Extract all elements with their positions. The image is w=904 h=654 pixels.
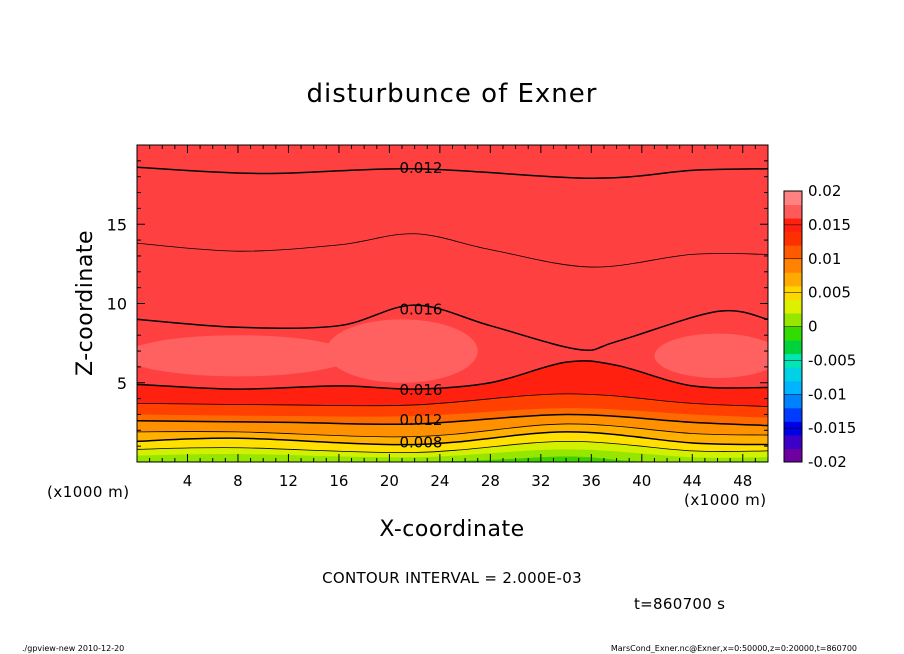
- colorbar-swatch-5: [784, 380, 802, 395]
- colorbar-swatch-3: [784, 407, 802, 422]
- contour-line-7: [137, 431, 768, 446]
- contour-line-1: [137, 233, 768, 268]
- x-axis-label: X-coordinate: [379, 517, 524, 542]
- y-axis-ticks: 5 10 15: [107, 144, 768, 463]
- x-tick-label-16: 16: [329, 472, 348, 490]
- contour-line-3: [137, 360, 768, 390]
- footer-left: ./gpview-new 2010-12-20: [22, 644, 124, 653]
- colorbar: [784, 191, 802, 463]
- x-tick-label-48: 48: [733, 472, 752, 490]
- colorbar-swatch-18: [784, 204, 802, 219]
- fill-band-lower-7: [137, 449, 768, 462]
- colorbar-swatch-4: [784, 394, 802, 409]
- colorbar-swatch-14: [784, 258, 802, 273]
- contour-line-5: [137, 413, 768, 427]
- colorbar-swatch-13: [784, 272, 802, 287]
- colorbar-tick-label-3: -0.005: [808, 351, 856, 369]
- fill-core-blob-1: [326, 319, 478, 383]
- colorbar-tick-label-4: 0: [808, 318, 818, 336]
- colorbar-swatch-1: [784, 434, 802, 449]
- colorbar-swatch-0: [784, 448, 802, 463]
- fill-core-blob-2: [654, 333, 768, 378]
- colorbar-tick-label-5: 0.005: [808, 284, 851, 302]
- x-tick-label-8: 8: [233, 472, 243, 490]
- colorbar-swatch-6: [784, 367, 802, 382]
- x-tick-label-20: 20: [380, 472, 399, 490]
- contour-label-3: 0.012: [399, 411, 442, 429]
- colorbar-tick-label-1: -0.015: [808, 419, 856, 437]
- colorbar-swatch-10: [784, 312, 802, 327]
- contour-line-6: [137, 423, 768, 438]
- y-unit-label: (x1000 m): [47, 483, 130, 501]
- colorbar-swatch-8: [784, 340, 802, 355]
- x-tick-label-44: 44: [683, 472, 702, 490]
- x-tick-label-36: 36: [582, 472, 601, 490]
- contour-line-0: [137, 166, 768, 180]
- colorbar-swatch-9: [784, 326, 802, 341]
- contour-line-4: [137, 393, 768, 407]
- contour-label-4: 0.008: [399, 433, 442, 451]
- fill-band-upper-5: [137, 145, 768, 351]
- y-axis-label: Z-coordinate: [73, 230, 98, 376]
- y-tick-label-10: 10: [107, 295, 127, 314]
- colorbar-ticks: -0.02 -0.015 -0.01 -0.005 0 0.005 0.01 0.015 0.0…: [784, 182, 856, 471]
- colorbar-tick-label-2: -0.01: [808, 385, 847, 403]
- x-tick-label-24: 24: [430, 472, 449, 490]
- colorbar-swatch-19: [784, 191, 802, 206]
- contour-label-1: 0.016: [399, 300, 442, 318]
- contour-lines: [137, 166, 768, 454]
- contour-label-2: 0.016: [399, 381, 442, 399]
- x-unit-label: (x1000 m): [684, 491, 767, 509]
- colorbar-tick-label-7: 0.015: [808, 216, 851, 234]
- colorbar-swatch-15: [784, 245, 802, 260]
- y-tick-label-5: 5: [117, 374, 127, 393]
- contour-label-0: 0.012: [399, 159, 442, 177]
- contour-interval-note: CONTOUR INTERVAL = 2.000E-03: [322, 569, 582, 587]
- x-tick-label-4: 4: [183, 472, 193, 490]
- fill-core-blob-0: [137, 335, 352, 377]
- colorbar-swatch-11: [784, 299, 802, 314]
- contour-line-8: [137, 440, 768, 454]
- colorbar-tick-label-8: 0.02: [808, 182, 841, 200]
- contour-labels: 0.012 0.016 0.016 0.012 0.008: [399, 159, 442, 451]
- x-tick-label-28: 28: [481, 472, 500, 490]
- footer-right: MarsCond_Exner.nc@Exner,x=0:50000,z=0:20…: [611, 644, 857, 653]
- colorbar-tick-label-0: -0.02: [808, 453, 847, 471]
- time-stamp: t=860700 s: [634, 595, 725, 613]
- chart-title: disturbunce of Exner: [307, 79, 598, 109]
- fill-band-lower-8: [137, 456, 768, 462]
- contour-line-2: [137, 304, 768, 351]
- x-axis-ticks: 4 8 12 16 20 24 28 32 36 40 44 48: [136, 145, 769, 490]
- colorbar-swatch-16: [784, 231, 802, 246]
- x-tick-label-40: 40: [632, 472, 651, 490]
- y-tick-label-15: 15: [107, 215, 127, 234]
- x-tick-label-32: 32: [531, 472, 550, 490]
- contour-fill-area: [137, 145, 768, 462]
- x-tick-label-12: 12: [279, 472, 298, 490]
- colorbar-tick-label-6: 0.01: [808, 250, 841, 268]
